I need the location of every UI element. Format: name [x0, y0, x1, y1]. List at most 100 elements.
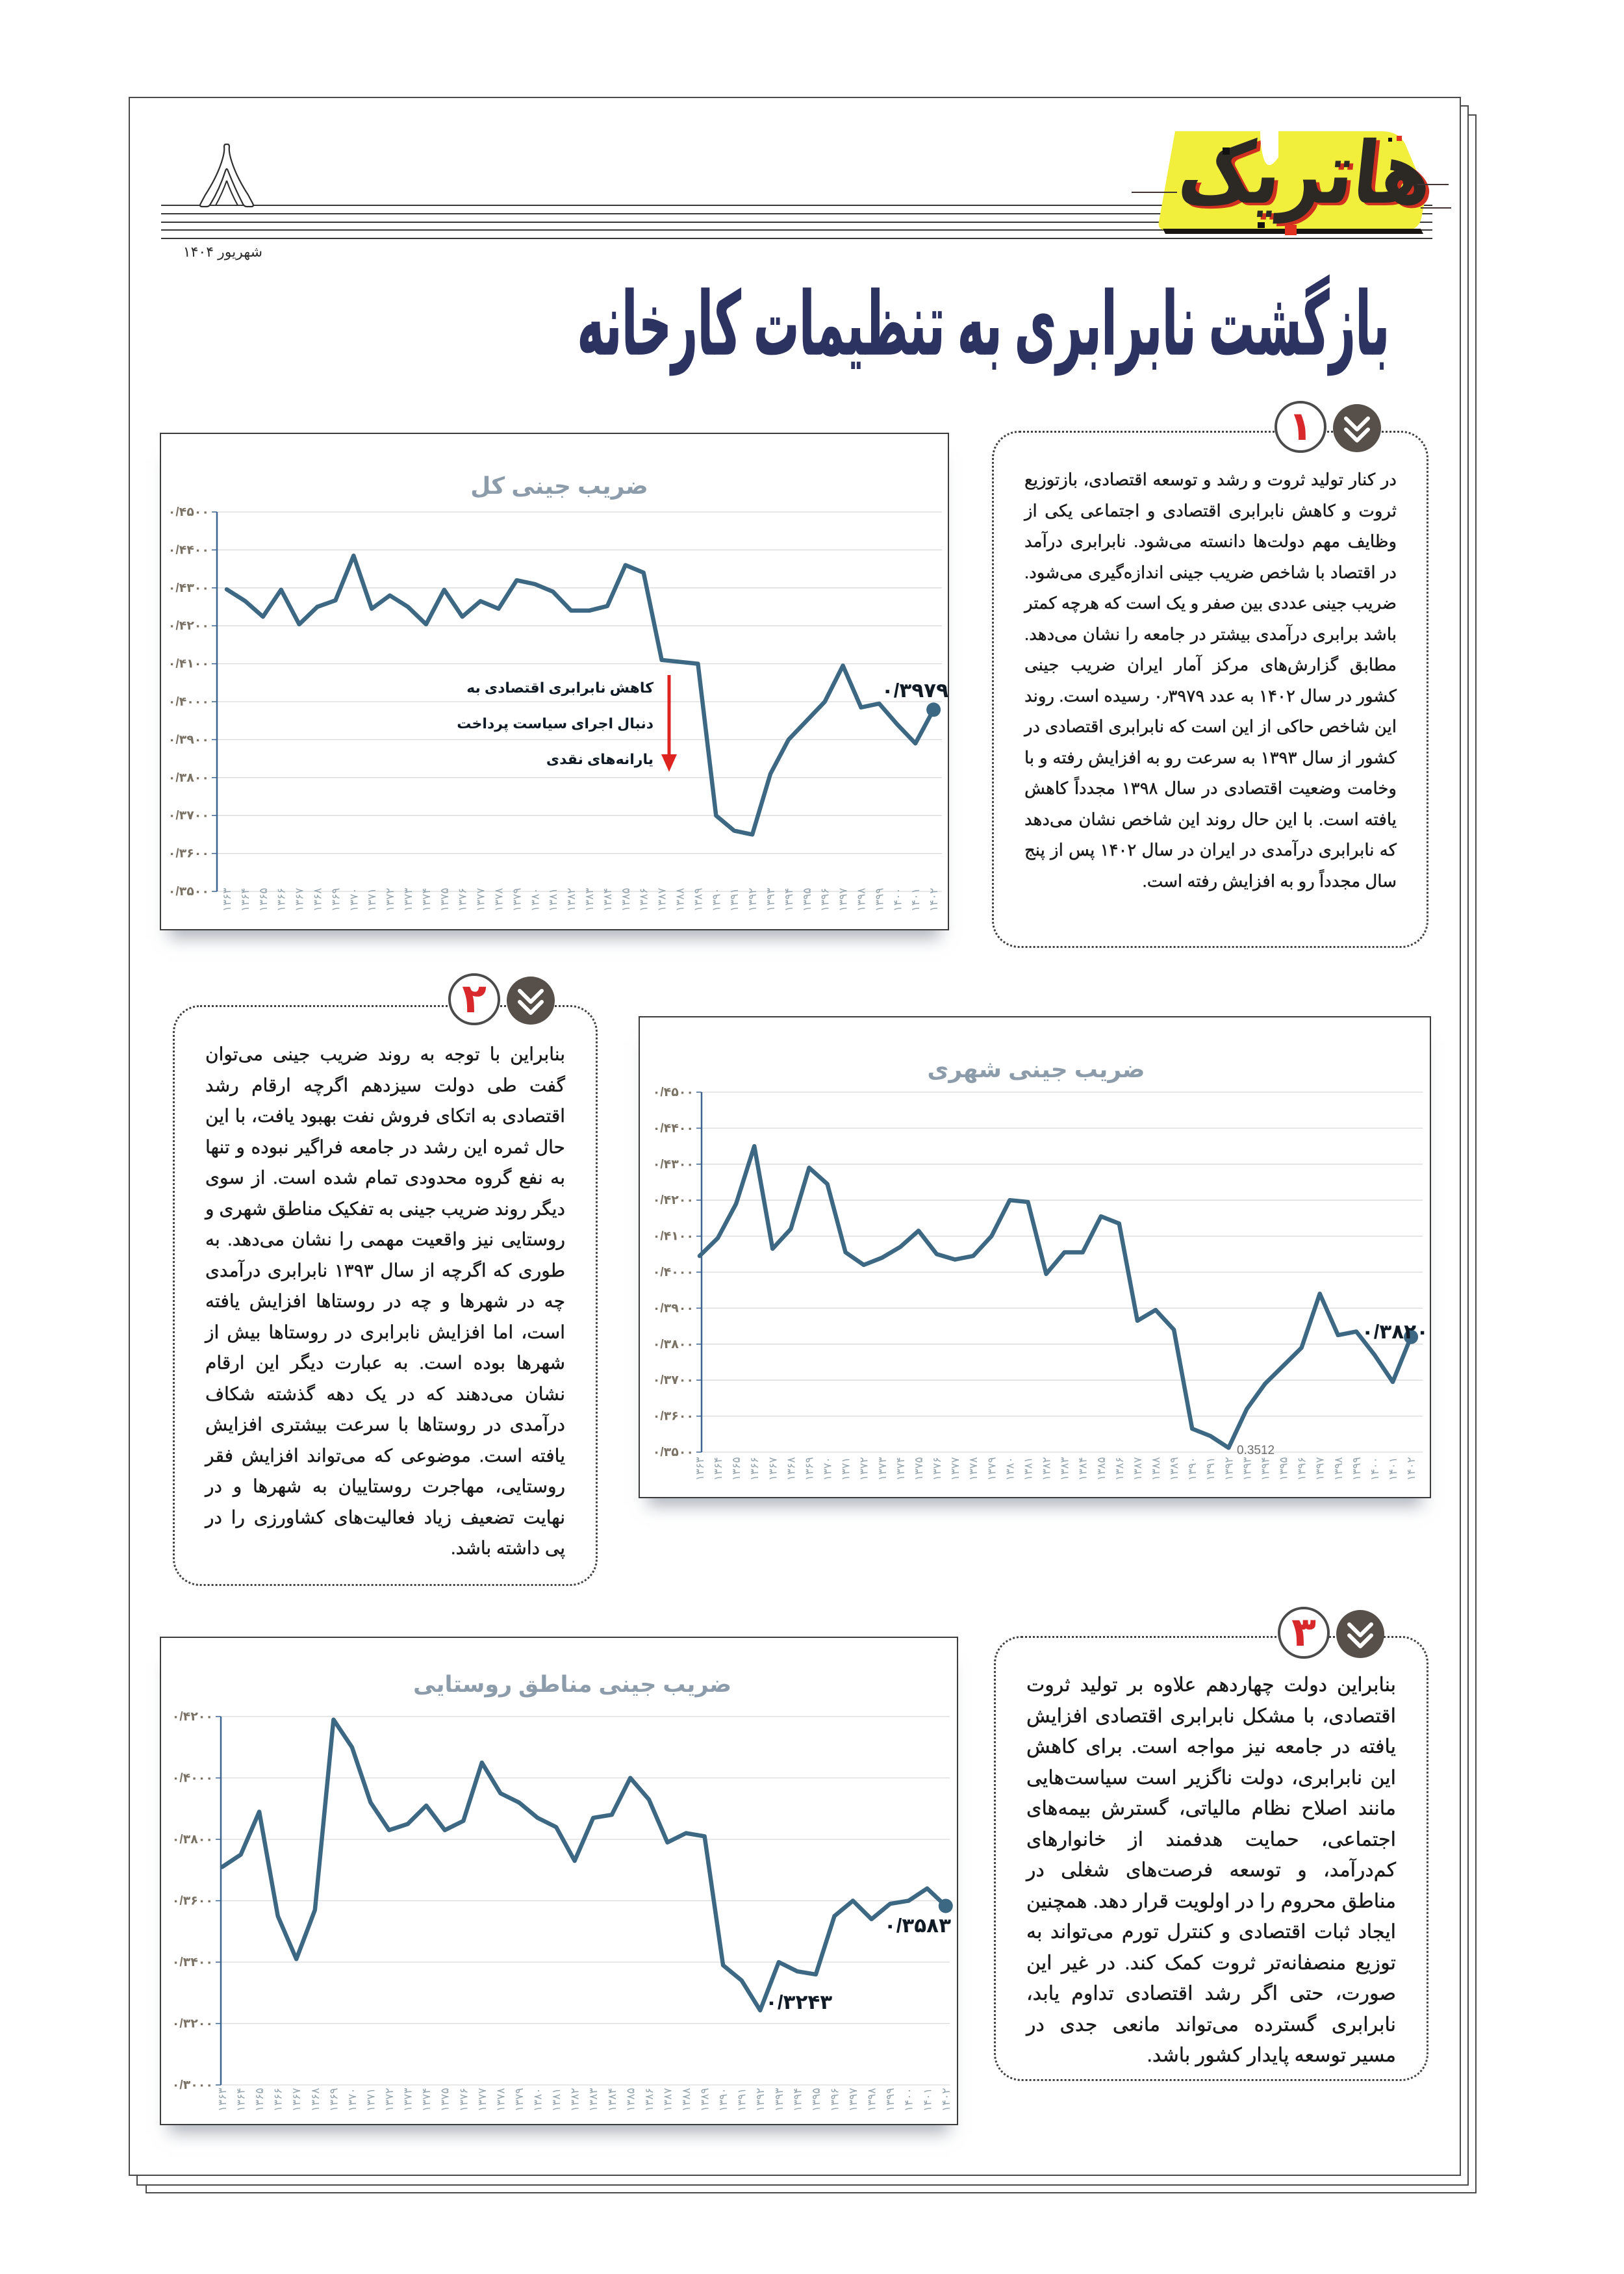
- svg-text:۱۳۶۴: ۱۳۶۴: [239, 888, 251, 912]
- svg-text:۱۴۰۲: ۱۴۰۲: [1405, 1457, 1417, 1481]
- svg-text:۱۳۷۸: ۱۳۷۸: [494, 2088, 507, 2112]
- svg-text:۱۴۰۲: ۱۴۰۲: [928, 888, 940, 912]
- svg-text:۰/۴۲۰۰: ۰/۴۲۰۰: [172, 1710, 213, 1724]
- svg-text:۰/۴۵۰۰: ۰/۴۵۰۰: [168, 505, 209, 519]
- svg-text:۱۳۶۸: ۱۳۶۸: [312, 888, 324, 912]
- svg-text:۱۳۹۷: ۱۳۹۷: [847, 2088, 859, 2112]
- svg-text:۱۳۷۴: ۱۳۷۴: [420, 888, 433, 912]
- svg-text:۱۳۶۸: ۱۳۶۸: [309, 2088, 322, 2112]
- svg-text:۱۳۶۵: ۱۳۶۵: [257, 888, 270, 912]
- svg-text:۰/۳۶۰۰: ۰/۳۶۰۰: [653, 1410, 694, 1424]
- svg-text:۱۳۷۳: ۱۳۷۳: [876, 1457, 889, 1481]
- svg-text:۱۳۷۶: ۱۳۷۶: [931, 1457, 943, 1481]
- svg-text:۰/۴۰۰۰: ۰/۴۰۰۰: [168, 695, 209, 709]
- svg-text:۱۳۶۹: ۱۳۶۹: [327, 2088, 340, 2112]
- svg-text:۱۳۸۹: ۱۳۸۹: [692, 888, 704, 912]
- svg-text:۱۳۷۲: ۱۳۷۲: [383, 2088, 396, 2112]
- svg-text:۱۳۸۵: ۱۳۸۵: [620, 888, 632, 912]
- svg-text:۱۳۸۵: ۱۳۸۵: [1095, 1457, 1108, 1481]
- svg-text:۱۳۹۹: ۱۳۹۹: [1351, 1457, 1363, 1481]
- svg-text:۰/۳۵۰۰: ۰/۳۵۰۰: [168, 885, 209, 899]
- svg-text:۱۳۹۴: ۱۳۹۴: [791, 2088, 804, 2112]
- svg-text:۱۳۸۶: ۱۳۸۶: [638, 888, 650, 912]
- svg-text:۰/۳۷۰۰: ۰/۳۷۰۰: [653, 1373, 694, 1387]
- svg-text:۱۳۷۸: ۱۳۷۸: [967, 1457, 980, 1481]
- svg-text:۱۳۷۳: ۱۳۷۳: [402, 888, 414, 912]
- svg-text:۱۳۸۷: ۱۳۸۷: [656, 888, 668, 912]
- svg-text:۱۳۸۸: ۱۳۸۸: [680, 2088, 692, 2112]
- svg-text:۱۳۸۲: ۱۳۸۲: [565, 888, 577, 912]
- svg-text:۰/۳۲۰۰: ۰/۳۲۰۰: [172, 2017, 213, 2031]
- svg-text:۱۳۹۰: ۱۳۹۰: [1186, 1457, 1199, 1481]
- svg-text:۰/۳۷۰۰: ۰/۳۷۰۰: [168, 809, 209, 823]
- svg-text:۱۳۸۰: ۱۳۸۰: [532, 2088, 544, 2112]
- svg-text:۰/۳۸۰۰: ۰/۳۸۰۰: [653, 1338, 694, 1351]
- svg-text:۱۳۷۲: ۱۳۷۲: [384, 888, 396, 912]
- svg-text:۱۳۸۷: ۱۳۸۷: [661, 2088, 674, 2112]
- svg-text:۱۳۷۱: ۱۳۷۱: [366, 888, 378, 912]
- svg-text:۱۳۹۸: ۱۳۹۸: [866, 2088, 878, 2112]
- svg-text:۱۳۸۳: ۱۳۸۳: [1059, 1457, 1071, 1481]
- svg-text:۱۳۶۴: ۱۳۶۴: [235, 2088, 247, 2112]
- svg-text:۱۳۹۵: ۱۳۹۵: [801, 888, 813, 912]
- svg-text:۱۳۶۶: ۱۳۶۶: [272, 2088, 285, 2112]
- svg-text:۰/۳۹۰۰: ۰/۳۹۰۰: [168, 733, 209, 747]
- svg-text:۱۴۰۱: ۱۴۰۱: [909, 888, 922, 912]
- svg-text:۰/۳۲۴۳: ۰/۳۲۴۳: [765, 1991, 832, 2013]
- svg-text:۱۳۷۴: ۱۳۷۴: [420, 2088, 433, 2112]
- svg-text:۱۳۷۸: ۱۳۷۸: [493, 888, 505, 912]
- svg-text:۰/۴۲۰۰: ۰/۴۲۰۰: [653, 1194, 694, 1207]
- svg-text:۱۳۸۱: ۱۳۸۱: [547, 888, 559, 912]
- svg-text:۱۳۹۹: ۱۳۹۹: [873, 888, 885, 912]
- svg-text:۱۳۹۴: ۱۳۹۴: [1260, 1457, 1272, 1481]
- svg-text:۱۳۷۱: ۱۳۷۱: [365, 2088, 377, 2112]
- svg-text:۱۴۰۲: ۱۴۰۲: [940, 2088, 952, 2112]
- svg-text:۱۳۶۹: ۱۳۶۹: [329, 888, 342, 912]
- svg-text:۱۳۹۰: ۱۳۹۰: [717, 2088, 730, 2112]
- svg-text:۱۳۶۳: ۱۳۶۳: [216, 2088, 229, 2112]
- svg-text:۱۳۸۵: ۱۳۸۵: [624, 2088, 637, 2112]
- svg-text:۱۳۹۱: ۱۳۹۱: [1204, 1457, 1217, 1481]
- svg-text:۱۴۰۰: ۱۴۰۰: [1369, 1457, 1381, 1481]
- svg-text:۰/۴۰۰۰: ۰/۴۰۰۰: [653, 1266, 694, 1279]
- svg-text:۱۳۶۷: ۱۳۶۷: [294, 888, 306, 912]
- svg-text:۱۳۹۹: ۱۳۹۹: [884, 2088, 896, 2112]
- svg-text:۱۳۷۹: ۱۳۷۹: [511, 888, 523, 912]
- svg-text:۱۳۸۶: ۱۳۸۶: [643, 2088, 655, 2112]
- svg-text:۱۳۶۴: ۱۳۶۴: [712, 1457, 724, 1481]
- svg-text:۱۳۶۷: ۱۳۶۷: [767, 1457, 779, 1481]
- svg-text:۰/۴۳۰۰: ۰/۴۳۰۰: [653, 1158, 694, 1171]
- svg-text:۱۳۸۴: ۱۳۸۴: [602, 888, 614, 912]
- svg-text:ضریب جینی شهری: ضریب جینی شهری: [927, 1056, 1145, 1083]
- svg-text:0.3512: 0.3512: [1237, 1444, 1275, 1457]
- svg-text:۰/۳۶۰۰: ۰/۳۶۰۰: [168, 847, 209, 861]
- svg-text:۰/۴۰۰۰: ۰/۴۰۰۰: [172, 1772, 213, 1785]
- svg-text:هاتریک: هاتریک: [1178, 129, 1441, 226]
- svg-text:۱۳۹۲: ۱۳۹۲: [746, 888, 759, 912]
- svg-text:۱۳۹۲: ۱۳۹۲: [1223, 1457, 1235, 1481]
- svg-text:۰/۳۹۷۹: ۰/۳۹۷۹: [882, 679, 948, 702]
- svg-text:۱۳۸۹: ۱۳۸۹: [699, 2088, 711, 2112]
- svg-text:۱۳۶۶: ۱۳۶۶: [275, 888, 288, 912]
- svg-text:۱۳۹۱: ۱۳۹۱: [728, 888, 741, 912]
- svg-text:۱۳۹۵: ۱۳۹۵: [1278, 1457, 1290, 1481]
- svg-text:۰/۴۳۰۰: ۰/۴۳۰۰: [168, 581, 209, 595]
- svg-text:۰/۴۲۰۰: ۰/۴۲۰۰: [168, 619, 209, 633]
- svg-text:۱۳۷۵: ۱۳۷۵: [439, 2088, 451, 2112]
- svg-text:دنبال اجرای سیاست پرداخت: دنبال اجرای سیاست پرداخت: [457, 715, 653, 732]
- svg-text:۰/۳۸۲۰: ۰/۳۸۲۰: [1362, 1320, 1428, 1343]
- svg-text:۰/۴۱۰۰: ۰/۴۱۰۰: [653, 1230, 694, 1244]
- svg-text:۱۳۸۹: ۱۳۸۹: [1168, 1457, 1180, 1481]
- svg-text:۱۳۹۶: ۱۳۹۶: [819, 888, 831, 912]
- svg-text:۱۳۷۷: ۱۳۷۷: [475, 888, 487, 912]
- svg-text:۱۳۷۶: ۱۳۷۶: [457, 888, 469, 912]
- svg-text:۱۳۸۲: ۱۳۸۲: [1041, 1457, 1053, 1481]
- svg-text:۱۳۸۴: ۱۳۸۴: [1077, 1457, 1089, 1481]
- svg-text:۱۳۶۳: ۱۳۶۳: [221, 888, 233, 912]
- svg-text:۱۳۷۶: ۱۳۷۶: [457, 2088, 470, 2112]
- svg-text:۱۴۰۰: ۱۴۰۰: [891, 888, 904, 912]
- svg-text:۱۳۸۱: ۱۳۸۱: [1022, 1457, 1034, 1481]
- svg-text:۱۳۹۰: ۱۳۹۰: [710, 888, 722, 912]
- svg-text:۱۴۰۱: ۱۴۰۱: [921, 2088, 933, 2112]
- svg-text:کاهش نابرابری اقتصادی به: کاهش نابرابری اقتصادی به: [466, 680, 653, 696]
